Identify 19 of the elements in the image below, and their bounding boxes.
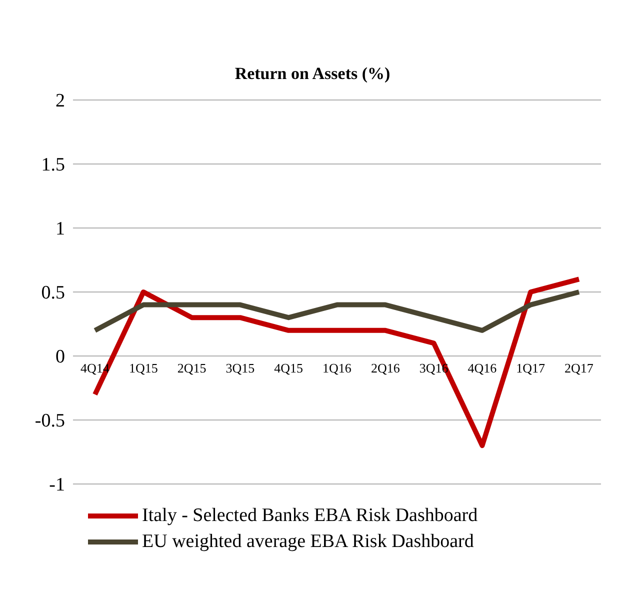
legend-label: EU weighted average EBA Risk Dashboard [142, 530, 474, 554]
y-tick-label: -1 [49, 474, 65, 496]
chart-title: Return on Assets (%) [234, 63, 392, 85]
x-tick-label: 2Q16 [370, 360, 400, 376]
x-tick-label: 2Q17 [564, 360, 594, 376]
y-tick-label: 1.5 [41, 154, 65, 176]
x-tick-label: 2Q15 [177, 360, 206, 376]
x-tick-label: 1Q17 [516, 360, 546, 376]
y-tick-label: 0.5 [41, 282, 65, 304]
x-tick-label: 1Q15 [128, 360, 158, 376]
legend-label: Italy - Selected Banks EBA Risk Dashboard [142, 504, 478, 528]
x-tick-label: 4Q16 [468, 360, 498, 376]
y-tick-label: 2 [56, 90, 65, 112]
y-tick-label: -0.5 [34, 410, 65, 432]
x-tick-label: 3Q15 [226, 360, 255, 376]
y-tick-label: 1 [56, 218, 65, 240]
x-tick-label: 1Q16 [322, 360, 352, 376]
x-tick-label: 4Q15 [274, 360, 304, 376]
y-tick-label: 0 [56, 346, 65, 368]
